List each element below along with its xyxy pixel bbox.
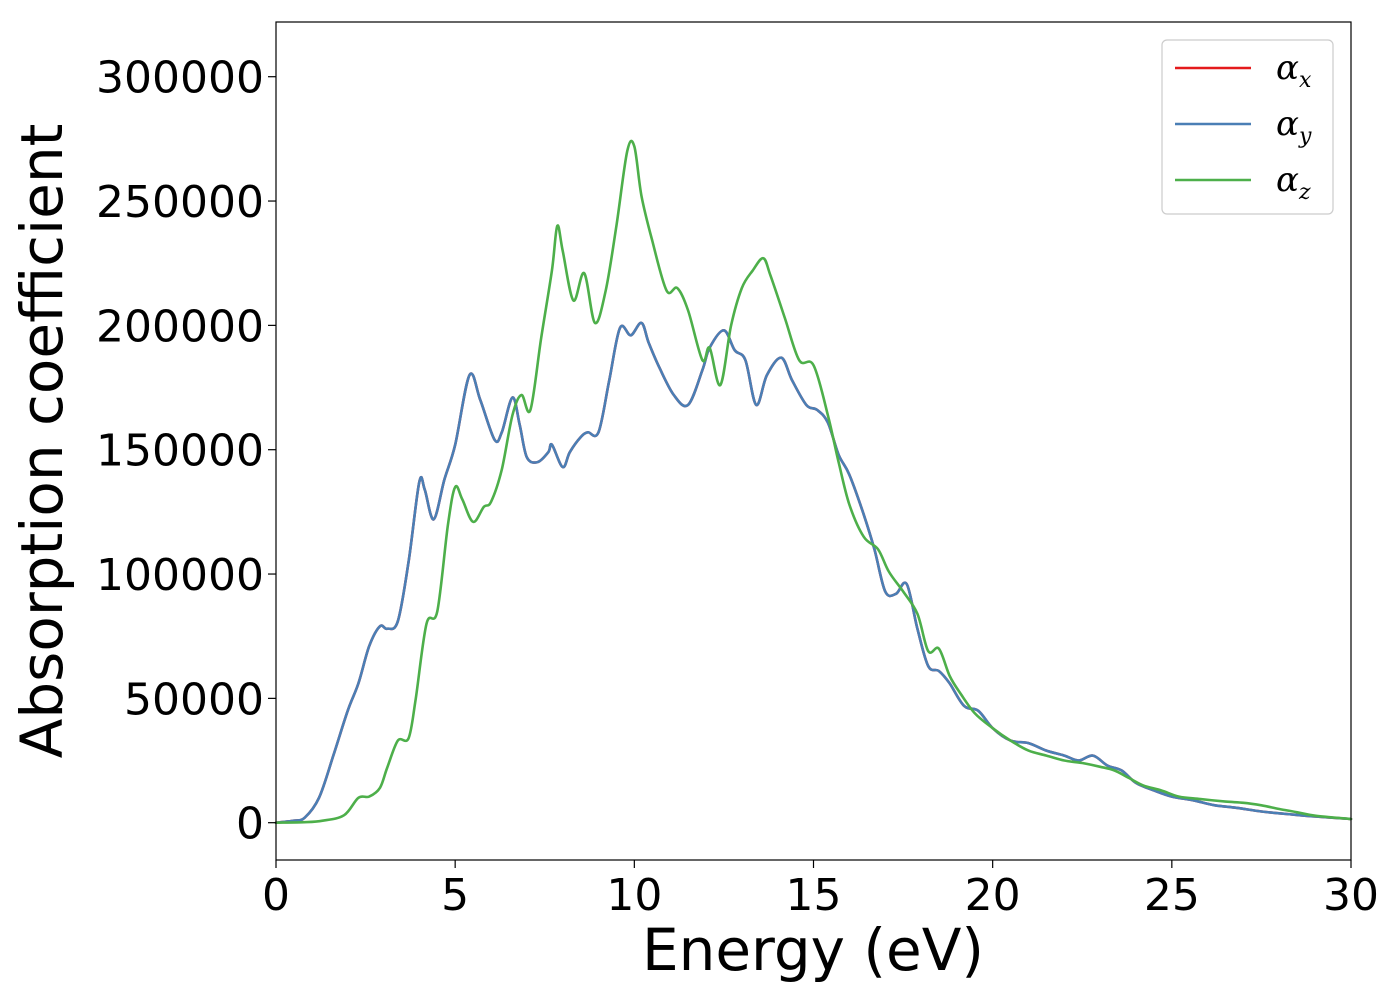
x-tick-label: 0 [262, 870, 290, 921]
legend-box [1161, 39, 1334, 215]
y-tick-label: 50000 [124, 674, 264, 725]
y-tick-label: 250000 [96, 177, 264, 228]
x-axis-title: Energy (eV) [642, 916, 984, 984]
x-tick-label: 25 [1144, 870, 1200, 921]
y-axis-ticks: 0 50000 100000 150000 200000 250000 300000 [96, 53, 276, 850]
y-tick-label: 200000 [96, 301, 264, 352]
x-tick-label: 15 [786, 870, 842, 921]
x-tick-label: 20 [965, 870, 1021, 921]
y-tick-label: 300000 [96, 53, 264, 104]
x-tick-label: 10 [606, 870, 662, 921]
y-tick-label: 100000 [96, 550, 264, 601]
series-line-z [274, 139, 1353, 824]
series-line-y [274, 321, 1353, 824]
y-tick-label: 0 [236, 799, 264, 850]
y-axis-title: Absorption coefficient [8, 124, 76, 759]
x-axis-ticks: 0 5 10 15 20 25 30 [262, 860, 1379, 921]
series-line-x [274, 321, 1353, 824]
y-tick-label: 150000 [96, 426, 264, 477]
x-tick-label: 30 [1323, 870, 1379, 921]
x-tick-label: 5 [441, 870, 469, 921]
series-layer [274, 139, 1353, 824]
